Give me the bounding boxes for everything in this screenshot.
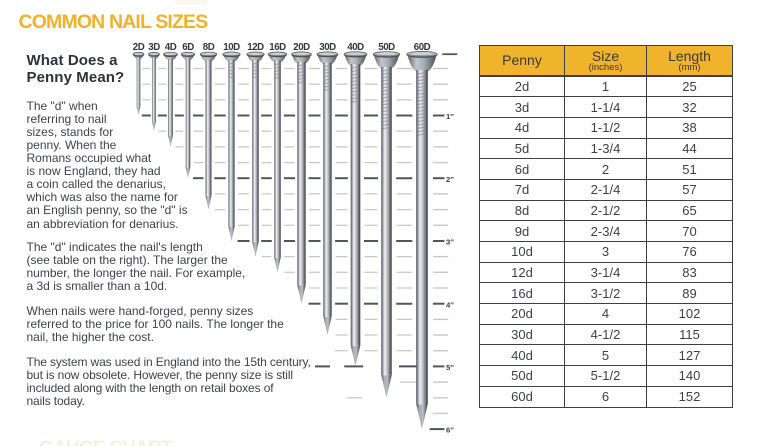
svg-text:50D: 50D [378, 42, 395, 53]
svg-text:30D: 30D [319, 42, 336, 53]
svg-text:20D: 20D [293, 42, 310, 53]
svg-text:3D: 3D [148, 42, 160, 53]
svg-text:60D: 60D [414, 42, 431, 53]
svg-text:16D: 16D [269, 42, 286, 53]
svg-text:4″: 4″ [446, 300, 454, 309]
svg-text:1″: 1″ [446, 112, 454, 121]
svg-text:3″: 3″ [446, 238, 454, 247]
svg-text:6D: 6D [182, 42, 194, 53]
svg-text:5″: 5″ [446, 363, 454, 372]
svg-text:8D: 8D [203, 42, 215, 53]
svg-text:2D: 2D [133, 42, 145, 53]
svg-text:40D: 40D [347, 42, 364, 53]
svg-text:10D: 10D [223, 42, 240, 53]
svg-text:6″: 6″ [446, 426, 454, 435]
svg-text:4D: 4D [165, 42, 177, 53]
svg-text:12D: 12D [247, 42, 264, 53]
svg-text:2″: 2″ [446, 175, 454, 184]
